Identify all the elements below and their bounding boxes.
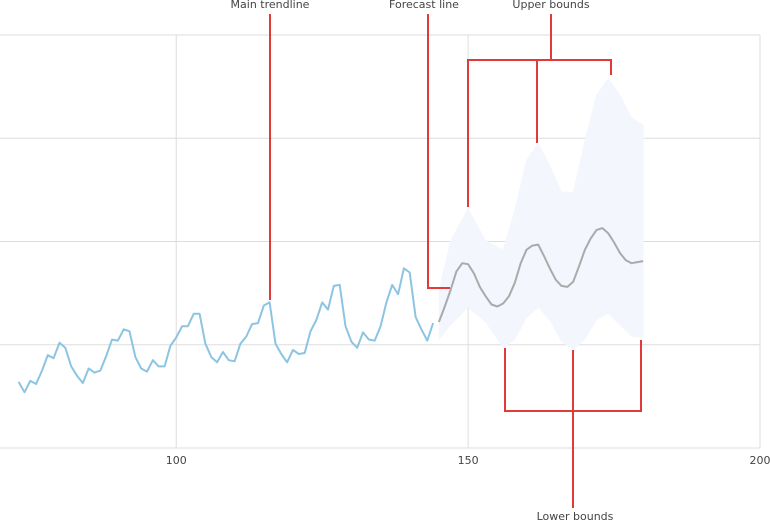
confidence-band xyxy=(584,94,597,341)
annotation: Lower bounds xyxy=(537,510,614,522)
x-tick-label: 100 xyxy=(166,454,187,467)
confidence-band xyxy=(549,164,562,342)
confidence-band xyxy=(537,143,551,321)
x-tick-label: 150 xyxy=(458,454,479,467)
confidence-band xyxy=(467,208,486,323)
grid xyxy=(0,34,761,449)
confidence-band xyxy=(607,77,621,326)
annotation: Forecast line xyxy=(389,0,459,11)
confidence-band xyxy=(502,209,516,349)
annotation-lines xyxy=(269,14,642,508)
confidence-band xyxy=(485,240,504,349)
annotation: Upper bounds xyxy=(512,0,589,11)
plot-area xyxy=(17,77,644,394)
annotation-line xyxy=(427,14,450,289)
confidence-band xyxy=(438,240,451,341)
confidence-band xyxy=(526,142,539,319)
annotation-line xyxy=(504,340,642,508)
series-line xyxy=(437,227,644,323)
x-tick-label: 200 xyxy=(750,454,770,467)
annotation-line xyxy=(467,14,612,207)
annotation: Main trendline xyxy=(231,0,310,11)
confidence-band xyxy=(619,94,632,338)
confidence-band xyxy=(631,117,644,338)
confidence-band xyxy=(572,140,586,351)
confidence-band xyxy=(514,159,527,340)
series-line xyxy=(17,267,435,394)
confidence-band xyxy=(596,77,609,321)
confidence-band xyxy=(561,191,574,351)
